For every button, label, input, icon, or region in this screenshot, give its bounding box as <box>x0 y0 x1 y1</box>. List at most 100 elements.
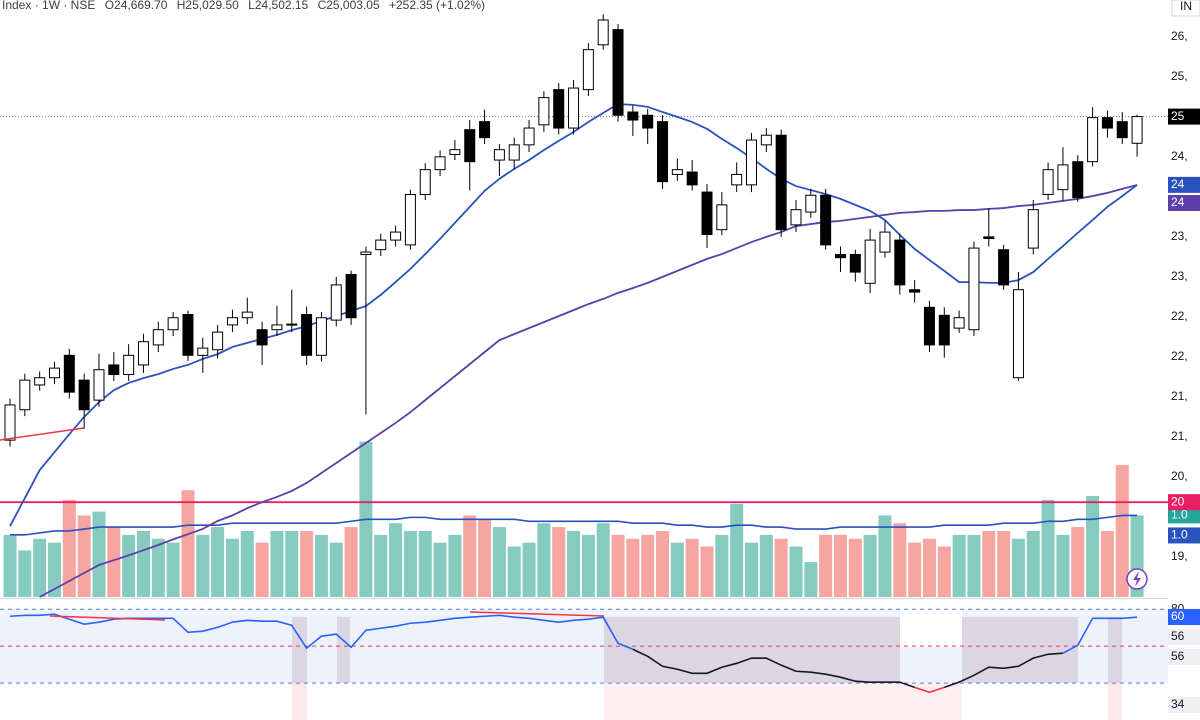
candle-body <box>849 253 861 273</box>
volume-bar <box>463 515 477 597</box>
candle-body <box>508 144 520 161</box>
candle-body <box>834 253 846 259</box>
divergence-drawing <box>469 611 605 617</box>
y-tick-label: 25, <box>1171 69 1188 83</box>
volume-bar <box>300 530 314 597</box>
volume-bar <box>18 550 32 597</box>
volume-bar <box>522 542 536 597</box>
volume-bar <box>107 527 121 597</box>
candle-body <box>419 169 431 195</box>
tab[interactable] <box>1171 0 1200 17</box>
volume-bar <box>596 523 610 597</box>
candle-body <box>226 317 238 326</box>
y-tick-label: 19, <box>1171 549 1188 563</box>
candle-body <box>805 194 817 213</box>
y-tick-label: 23, <box>1171 229 1188 243</box>
candle-body <box>167 317 179 331</box>
volume-bar <box>255 542 269 597</box>
volume-bar <box>418 530 432 597</box>
y-tick-label: 21, <box>1171 429 1188 443</box>
volume-bar <box>863 534 877 597</box>
candle-body <box>479 121 491 139</box>
volume-bar <box>1026 530 1040 597</box>
trend-drawing <box>0 427 85 441</box>
candle-body <box>330 284 342 321</box>
y-tick-label: 20, <box>1171 469 1188 483</box>
volume-bar <box>285 530 299 597</box>
volume-bar <box>967 534 981 597</box>
candle-body <box>790 209 802 226</box>
volume-bar <box>492 527 506 597</box>
volume-bar <box>196 534 210 597</box>
volume-bar <box>1056 534 1070 597</box>
volume-bar <box>537 523 551 597</box>
price-tag: 1.0 <box>1171 528 1188 542</box>
candle-body <box>123 354 135 376</box>
candle-body <box>1057 164 1069 191</box>
price-tag-bg <box>1168 507 1200 524</box>
candle-body <box>1131 116 1143 144</box>
candle-body <box>1101 117 1113 129</box>
candle-body <box>93 369 105 401</box>
rsi-shade <box>900 600 962 647</box>
candle-body <box>34 377 46 386</box>
rsi-tag: 56 <box>1171 649 1185 663</box>
volume-bar <box>151 538 165 597</box>
candle-body <box>493 149 505 161</box>
y-tick-label: 23, <box>1171 269 1188 283</box>
volume-bar <box>774 538 788 597</box>
volume-bar <box>1011 538 1025 597</box>
header: Index · 1W · NSE O24,669.70 H25,029.50 L… <box>2 0 485 12</box>
volume-bar <box>700 546 714 597</box>
candle-body <box>760 134 772 146</box>
candle-body <box>212 331 224 351</box>
candle-body <box>686 171 698 186</box>
volume-bar <box>433 542 447 597</box>
candle-body <box>568 87 580 129</box>
candle-body <box>627 111 639 121</box>
candle-body <box>315 317 327 356</box>
volume-bar <box>552 527 566 597</box>
ohlc-low: L24,502.15 <box>248 0 308 12</box>
price-tag-bg <box>1168 527 1200 544</box>
rsi-tag: 56 <box>1171 629 1185 643</box>
candle-body <box>597 19 609 46</box>
y-tick-label: 22, <box>1171 309 1188 323</box>
candle-body <box>464 129 476 163</box>
volume-bar <box>403 530 417 597</box>
rsi-tag: 60 <box>1171 609 1185 623</box>
volume-bar <box>211 527 225 597</box>
candle-body <box>301 314 313 356</box>
rsi-shade <box>604 683 962 720</box>
candle-body <box>1087 117 1099 163</box>
volume-bar <box>952 534 966 597</box>
candle-body <box>775 134 787 231</box>
volume-bar <box>937 546 951 597</box>
volume-bar <box>77 515 91 597</box>
rsi-tag-bg <box>1168 629 1200 645</box>
candle-body <box>553 89 565 129</box>
volume-bar <box>581 534 595 597</box>
volume-bar <box>567 530 581 597</box>
candle-body <box>19 379 31 411</box>
candle-body <box>538 97 550 126</box>
volume-bar <box>1071 527 1085 597</box>
price-tag: 24 <box>1171 195 1185 209</box>
volume-bar <box>848 538 862 597</box>
plot-layer <box>0 14 1168 694</box>
volume-ma <box>10 514 1138 536</box>
volume-bar <box>478 519 492 597</box>
ohlc-open: O24,669.70 <box>105 0 168 12</box>
candle-body <box>938 314 950 346</box>
candle-body <box>271 324 283 331</box>
volume-bar <box>893 523 907 597</box>
divergence-drawing <box>49 615 166 621</box>
rsi-tag-bg <box>1168 649 1200 665</box>
candle-body <box>1012 289 1024 379</box>
volume-bar <box>982 530 996 597</box>
rsi-shade <box>604 617 900 683</box>
ohlc-high: H25,029.50 <box>177 0 239 12</box>
candle-body <box>998 249 1010 286</box>
candle-body <box>375 239 387 251</box>
